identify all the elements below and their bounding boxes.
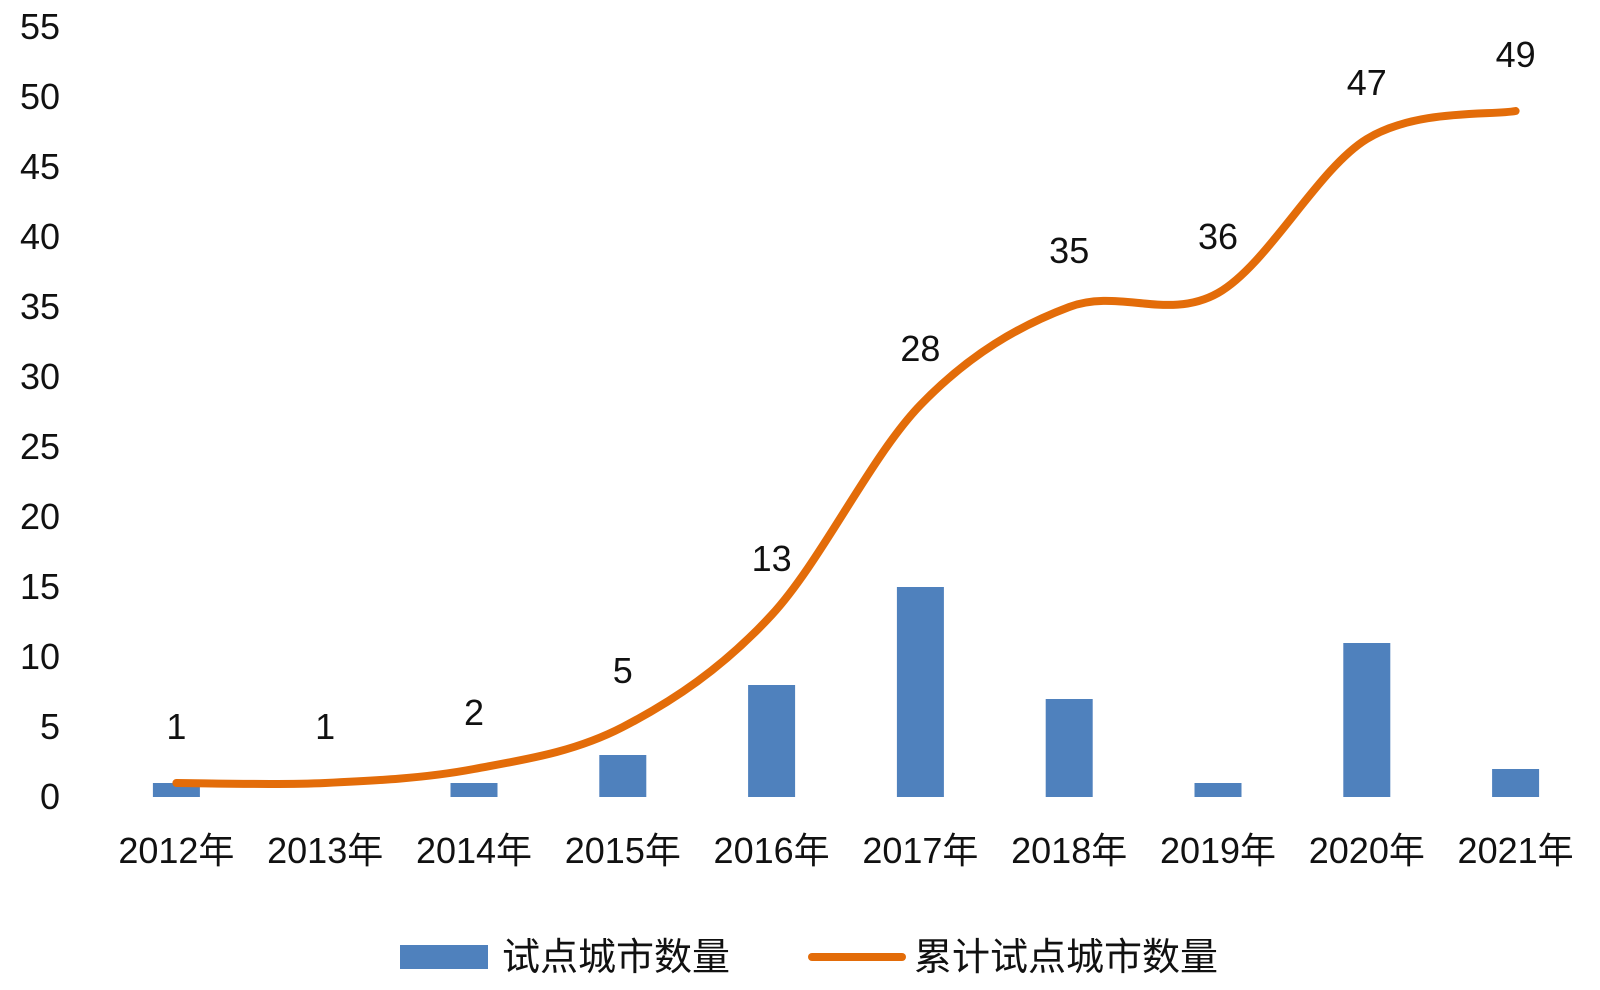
- data-labels: 1 1 2 5 13 28 35 36 47 49: [166, 34, 1535, 747]
- x-tick-label: 2016年: [714, 830, 830, 871]
- x-tick-label: 2018年: [1011, 830, 1127, 871]
- bar: [1343, 643, 1391, 797]
- line-data-label: 5: [613, 650, 633, 691]
- line-data-label: 1: [166, 706, 186, 747]
- line-data-label: 1: [315, 706, 335, 747]
- bar: [748, 685, 796, 797]
- y-axis: 0 5 10 15 20 25 30 35 40 45 50 55: [20, 6, 60, 817]
- bar: [1194, 783, 1242, 797]
- line-series: [172, 107, 1520, 789]
- y-tick-label: 50: [20, 76, 60, 117]
- legend: 试点城市数量 累计试点城市数量: [400, 935, 1218, 979]
- x-tick-label: 2015年: [565, 830, 681, 871]
- y-tick-label: 0: [40, 776, 60, 817]
- x-tick-label: 2014年: [416, 830, 532, 871]
- x-tick-label: 2013年: [267, 830, 383, 871]
- y-tick-label: 45: [20, 146, 60, 187]
- bar: [896, 587, 944, 797]
- x-tick-label: 2017年: [862, 830, 978, 871]
- y-tick-label: 55: [20, 6, 60, 47]
- line-data-label: 28: [900, 328, 940, 369]
- x-tick-label: 2012年: [118, 830, 234, 871]
- cumulative-line: [172, 107, 1520, 789]
- y-tick-label: 15: [20, 566, 60, 607]
- bar: [1492, 769, 1540, 797]
- y-tick-label: 10: [20, 636, 60, 677]
- legend-label-line: 累计试点城市数量: [914, 935, 1218, 979]
- bar: [1045, 699, 1093, 797]
- y-tick-label: 30: [20, 356, 60, 397]
- y-tick-label: 40: [20, 216, 60, 257]
- line-data-label: 36: [1198, 216, 1238, 257]
- line-data-label: 2: [464, 692, 484, 733]
- x-axis: 2012年 2013年 2014年 2015年 2016年 2017年 2018年 2019年…: [118, 830, 1573, 871]
- legend-swatch-bar: [400, 945, 488, 969]
- line-data-label: 35: [1049, 230, 1089, 271]
- y-tick-label: 20: [20, 496, 60, 537]
- y-tick-label: 25: [20, 426, 60, 467]
- y-tick-label: 5: [40, 706, 60, 747]
- bar: [599, 755, 647, 797]
- x-tick-label: 2019年: [1160, 830, 1276, 871]
- bar-series: [152, 587, 1540, 797]
- x-tick-label: 2021年: [1458, 830, 1574, 871]
- y-tick-label: 35: [20, 286, 60, 327]
- line-data-label: 49: [1496, 34, 1536, 75]
- bar: [450, 783, 498, 797]
- legend-label-bar: 试点城市数量: [502, 935, 730, 979]
- line-data-label: 47: [1347, 62, 1387, 103]
- x-tick-label: 2020年: [1309, 830, 1425, 871]
- line-data-label: 13: [752, 538, 792, 579]
